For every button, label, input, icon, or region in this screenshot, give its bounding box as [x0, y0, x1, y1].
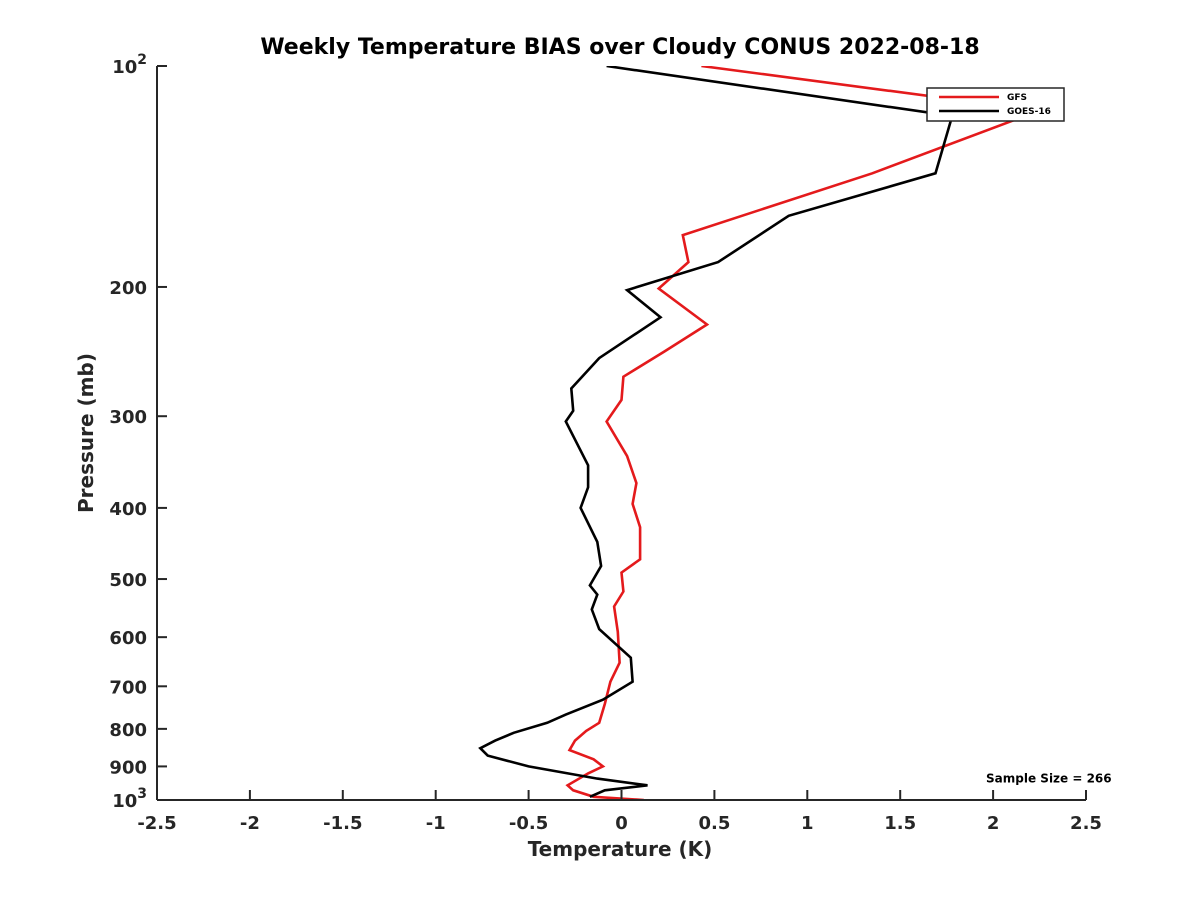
x-tick-label: 1.5	[884, 813, 916, 834]
legend-box	[926, 87, 1065, 122]
series-line-goes-16	[478, 66, 954, 798]
y-axis-label: Pressure (mb)	[74, 353, 98, 513]
sample-size-annotation: Sample Size = 266	[986, 772, 1112, 786]
x-tick-label: 1	[801, 813, 814, 834]
x-tick-label: 0	[615, 813, 628, 834]
x-tick-label: 0.5	[698, 813, 730, 834]
x-tick-label: -2.5	[137, 813, 176, 834]
y-tick-label: 300	[109, 407, 147, 428]
y-tick-label: 900	[109, 757, 147, 778]
y-tick-label: 500	[109, 570, 147, 591]
y-tick-label: 600	[109, 628, 147, 649]
y-tick-label: 103	[112, 786, 147, 812]
legend: GFS GOES-16	[926, 87, 1065, 122]
chart-title: Weekly Temperature BIAS over Cloudy CONU…	[260, 35, 979, 60]
legend-label: GFS	[1007, 93, 1027, 103]
y-tick-label: 800	[109, 720, 147, 741]
x-tick-label: -0.5	[509, 813, 548, 834]
legend-label: GOES-16	[1007, 107, 1051, 117]
axes: -2.5 -2 -1.5 -1 -0.5 0 0.5 1 1.5 2 2.5 102 200 300 400…	[109, 52, 1102, 834]
y-tick-label: 200	[109, 278, 147, 299]
x-tick-label: 2	[987, 813, 1000, 834]
x-tick-label: -1	[426, 813, 446, 834]
plot-area	[478, 66, 1040, 800]
y-tick-label: 700	[109, 677, 147, 698]
y-tick-label: 400	[109, 499, 147, 520]
series-line-gfs	[565, 66, 1040, 800]
x-axis-label: Temperature (K)	[528, 837, 713, 861]
y-tick-label: 102	[112, 52, 147, 78]
x-tick-label: 2.5	[1070, 813, 1102, 834]
x-tick-label: -2	[240, 813, 260, 834]
x-tick-label: -1.5	[323, 813, 362, 834]
